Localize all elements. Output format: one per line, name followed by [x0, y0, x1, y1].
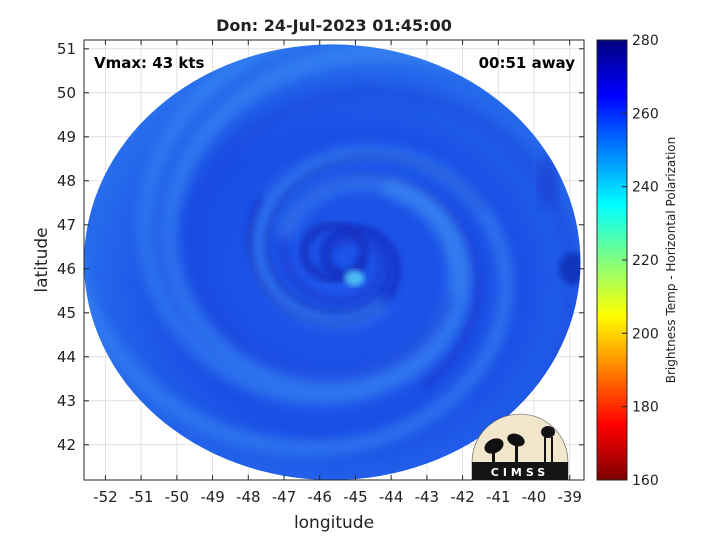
axis-ticks: [84, 40, 584, 480]
x-tick-label: -44: [379, 488, 404, 506]
colorbar-label: Brightness Temp - Horizontal Polarizatio…: [664, 137, 678, 384]
microwave-swath: [84, 44, 581, 480]
x-tick-labels: -52 -51 -50 -49 -48 -47 -46 -45 -44 -43 -42 -41 -40-…: [93, 488, 582, 506]
colorbar-tick-label: 180: [632, 400, 659, 416]
x-tick-label: -45: [343, 488, 368, 506]
x-tick-label: -52: [93, 488, 118, 506]
x-tick-label: -49: [200, 488, 225, 506]
colorbar-tick-label: 280: [632, 33, 659, 49]
eye-highlight: [344, 270, 365, 286]
y-tick-label: 42: [57, 436, 76, 454]
y-tick-label: 45: [57, 304, 76, 322]
y-tick-label: 51: [57, 40, 76, 58]
y-tick-labels: 42 43 44 45 46 47 48 49 50 51: [57, 40, 76, 454]
x-tick-label: -40: [522, 488, 547, 506]
y-tick-label: 49: [57, 128, 76, 146]
rain-band: [84, 145, 514, 456]
x-tick-label: -50: [165, 488, 190, 506]
x-tick-label: -51: [129, 488, 154, 506]
time-away-annotation: 00:51 away: [479, 54, 576, 72]
y-tick-label: 50: [57, 84, 76, 102]
rain-band: [278, 172, 483, 390]
x-tick-label: -46: [307, 488, 332, 506]
x-tick-label: -42: [450, 488, 475, 506]
edge-band: [538, 154, 559, 207]
chart-title: Don: 24-Jul-2023 01:45:00: [216, 16, 452, 35]
x-tick-label: -48: [236, 488, 261, 506]
y-axis-label: latitude: [32, 227, 52, 292]
colorbar-tick-label: 200: [632, 326, 659, 342]
rain-band: [137, 44, 581, 406]
y-tick-label: 46: [57, 260, 76, 278]
x-axis-label: longitude: [294, 513, 374, 533]
x-tick-label: -41: [486, 488, 511, 506]
y-tick-label: 43: [57, 392, 76, 410]
x-tick-label: -39: [557, 488, 582, 506]
colorbar-tick-label: 260: [632, 106, 659, 122]
cimss-logo-text: CIMSS: [491, 466, 549, 479]
colorbar: 160 180 200 220 240 260 280 Brightness Temp - …: [596, 33, 678, 489]
x-tick-label: -47: [272, 488, 297, 506]
cimss-logo: CIMSS: [471, 413, 569, 481]
eyewall: [299, 221, 370, 283]
colorbar-tick-label: 220: [632, 253, 659, 269]
axes-frame: [83, 39, 585, 481]
y-tick-label: 48: [57, 172, 76, 190]
x-tick-label: -43: [415, 488, 440, 506]
y-tick-label: 44: [57, 348, 76, 366]
colorbar-ticks: 160 180 200 220 240 260 280: [622, 33, 659, 489]
colorbar-tick-label: 160: [632, 473, 659, 489]
colorbar-tick-label: 240: [632, 180, 659, 196]
y-tick-label: 47: [57, 216, 76, 234]
vmax-annotation: Vmax: 43 kts: [94, 54, 204, 72]
